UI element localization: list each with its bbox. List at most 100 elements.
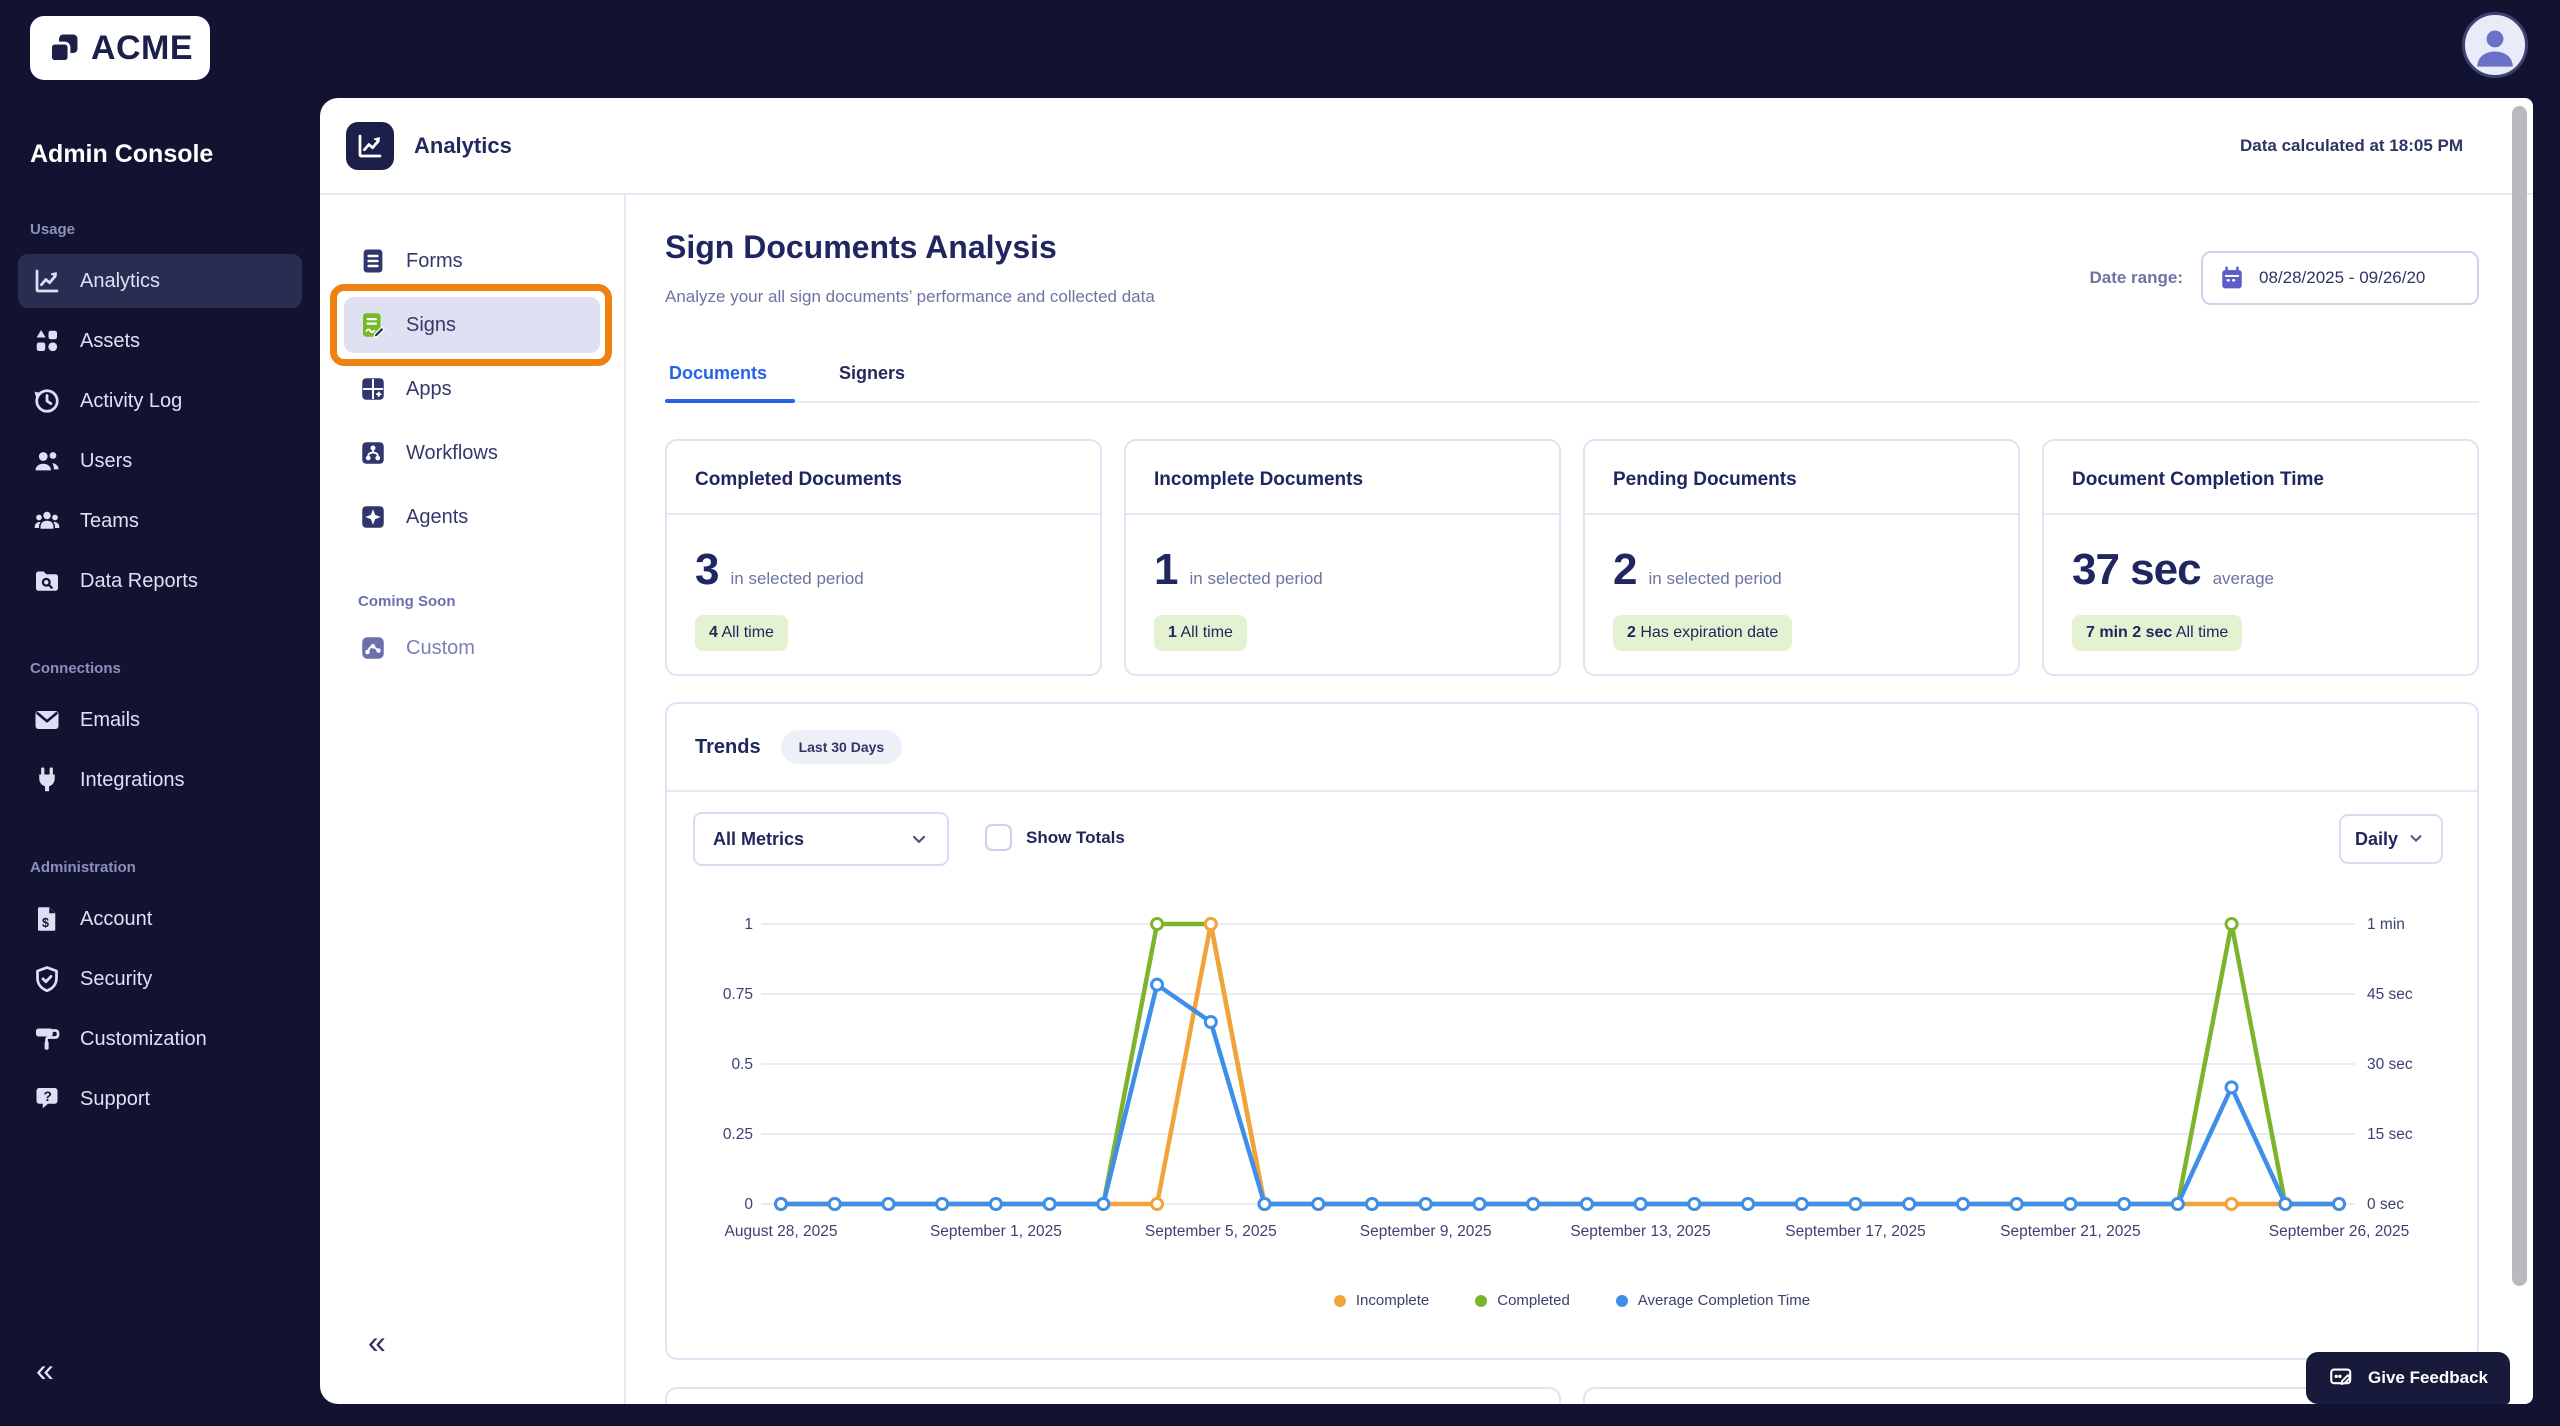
metric-select[interactable]: All Metrics bbox=[693, 812, 949, 866]
shapes-icon bbox=[32, 326, 62, 356]
svg-text:September 17, 2025: September 17, 2025 bbox=[1785, 1223, 1925, 1240]
user-avatar[interactable] bbox=[2462, 12, 2528, 78]
show-totals-checkbox[interactable] bbox=[985, 824, 1012, 851]
date-range-value: 08/28/2025 - 09/26/20 bbox=[2259, 268, 2425, 288]
subnav-item-label: Custom bbox=[406, 637, 475, 660]
tab-signers[interactable]: Signers bbox=[811, 345, 933, 401]
coming-soon-label: Coming Soon bbox=[358, 593, 624, 610]
metric-select-value: All Metrics bbox=[713, 829, 804, 850]
sidebar-item-account[interactable]: $ Account bbox=[18, 892, 302, 946]
subnav-collapse-button[interactable]: « bbox=[368, 1326, 386, 1358]
users-icon bbox=[32, 446, 62, 476]
stat-card-incomplete-documents: Incomplete Documents 1in selected period… bbox=[1124, 439, 1561, 676]
tab-bar: Documents Signers bbox=[665, 345, 2479, 403]
sidebar-item-activity-log[interactable]: Activity Log bbox=[18, 374, 302, 428]
envelope-icon bbox=[32, 705, 62, 735]
chart-legend: Incomplete Completed Average Completion Ti… bbox=[667, 1292, 2477, 1309]
date-range-picker[interactable]: 08/28/2025 - 09/26/20 bbox=[2201, 251, 2479, 305]
page-title: Sign Documents Analysis bbox=[665, 229, 1057, 266]
subnav-item-workflows[interactable]: Workflows bbox=[344, 425, 600, 481]
window-header: Analytics Data calculated at 18:05 PM bbox=[320, 98, 2533, 195]
stat-card-title: Document Completion Time bbox=[2044, 441, 2477, 513]
forms-icon bbox=[358, 246, 388, 276]
section-label-administration: Administration bbox=[30, 859, 290, 876]
legend-dot bbox=[1616, 1295, 1628, 1307]
subnav-item-label: Apps bbox=[406, 378, 452, 401]
sidebar-item-label: Integrations bbox=[80, 769, 185, 792]
stat-badge-text: Has expiration date bbox=[1640, 624, 1778, 641]
sidebar-item-customization[interactable]: Customization bbox=[18, 1012, 302, 1066]
svg-text:15 sec: 15 sec bbox=[2367, 1126, 2413, 1143]
svg-text:45 sec: 45 sec bbox=[2367, 986, 2413, 1003]
interval-select[interactable]: Daily bbox=[2339, 814, 2443, 864]
analytics-app-icon bbox=[346, 122, 394, 170]
sidebar-item-assets[interactable]: Assets bbox=[18, 314, 302, 368]
sidebar-item-label: Analytics bbox=[80, 270, 160, 293]
chat-question-icon: ? bbox=[32, 1084, 62, 1114]
logo-text: ACME bbox=[91, 29, 193, 68]
svg-text:September 26, 2025: September 26, 2025 bbox=[2269, 1223, 2409, 1240]
show-totals-label: Show Totals bbox=[1026, 828, 1125, 848]
subnav-item-signs[interactable]: Signs bbox=[344, 297, 600, 353]
vertical-scrollbar[interactable] bbox=[2512, 106, 2527, 1286]
content-area: Sign Documents Analysis Analyze your all… bbox=[626, 195, 2533, 1404]
sidebar-item-security[interactable]: Security bbox=[18, 952, 302, 1006]
svg-text:September 9, 2025: September 9, 2025 bbox=[1360, 1223, 1492, 1240]
svg-text:0.5: 0.5 bbox=[731, 1056, 753, 1073]
chevron-down-icon bbox=[909, 829, 929, 849]
apps-icon bbox=[358, 374, 388, 404]
sidebar-item-teams[interactable]: Teams bbox=[18, 494, 302, 548]
svg-text:September 1, 2025: September 1, 2025 bbox=[930, 1223, 1062, 1240]
svg-text:September 21, 2025: September 21, 2025 bbox=[2000, 1223, 2140, 1240]
tab-documents[interactable]: Documents bbox=[665, 345, 795, 401]
feedback-icon bbox=[2328, 1365, 2354, 1391]
svg-text:August 28, 2025: August 28, 2025 bbox=[725, 1223, 838, 1240]
sidebar-item-emails[interactable]: Emails bbox=[18, 693, 302, 747]
acme-logo[interactable]: ACME bbox=[30, 16, 210, 80]
line-chart-icon bbox=[32, 266, 62, 296]
folder-search-icon bbox=[32, 566, 62, 596]
workflows-icon bbox=[358, 438, 388, 468]
sidebar-item-integrations[interactable]: Integrations bbox=[18, 753, 302, 807]
stat-badge-value: 7 min 2 sec bbox=[2086, 624, 2172, 641]
stat-suffix: in selected period bbox=[1648, 569, 1781, 589]
stat-badge-text: All time bbox=[721, 624, 773, 641]
subnav-item-agents[interactable]: Agents bbox=[344, 489, 600, 545]
legend-item: Incomplete bbox=[1334, 1292, 1429, 1309]
svg-text:0.75: 0.75 bbox=[723, 986, 753, 1003]
subnav-item-forms[interactable]: Forms bbox=[344, 233, 600, 289]
legend-dot bbox=[1334, 1295, 1346, 1307]
svg-text:1 min: 1 min bbox=[2367, 916, 2405, 933]
agents-icon bbox=[358, 502, 388, 532]
svg-text:0 sec: 0 sec bbox=[2367, 1196, 2404, 1213]
stat-badge: 2 Has expiration date bbox=[1613, 615, 1792, 651]
stat-suffix: in selected period bbox=[730, 569, 863, 589]
svg-text:1: 1 bbox=[744, 916, 753, 933]
stat-card-document-completion-time: Document Completion Time 37 secaverage 7… bbox=[2042, 439, 2479, 676]
svg-text:0: 0 bbox=[744, 1196, 753, 1213]
sidebar-item-label: Account bbox=[80, 908, 152, 931]
data-calculated-status: Data calculated at 18:05 PM bbox=[2240, 136, 2463, 156]
stat-badge: 4 All time bbox=[695, 615, 788, 651]
subnav-item-custom[interactable]: Custom bbox=[344, 620, 600, 676]
interval-select-value: Daily bbox=[2355, 829, 2398, 850]
sidebar-item-data-reports[interactable]: Data Reports bbox=[18, 554, 302, 608]
bottom-cards-row bbox=[665, 1387, 2479, 1404]
sidebar-item-users[interactable]: Users bbox=[18, 434, 302, 488]
sidebar-item-support[interactable]: ? Support bbox=[18, 1072, 302, 1126]
stat-value: 2 bbox=[1613, 545, 1636, 595]
svg-text:?: ? bbox=[44, 1089, 52, 1104]
legend-label: Average Completion Time bbox=[1638, 1292, 1810, 1309]
sidebar-item-label: Teams bbox=[80, 510, 139, 533]
stat-badge-text: All time bbox=[1180, 624, 1232, 641]
legend-label: Completed bbox=[1497, 1292, 1570, 1309]
svg-text:0.25: 0.25 bbox=[723, 1126, 753, 1143]
give-feedback-button[interactable]: Give Feedback bbox=[2306, 1352, 2510, 1404]
stat-card-title: Pending Documents bbox=[1585, 441, 2018, 513]
stat-value: 1 bbox=[1154, 545, 1177, 595]
trends-panel: Trends Last 30 Days All Metrics Show Tot… bbox=[665, 702, 2479, 1360]
subnav-item-apps[interactable]: Apps bbox=[344, 361, 600, 417]
stat-suffix: in selected period bbox=[1189, 569, 1322, 589]
sidebar-collapse-button[interactable]: « bbox=[36, 1354, 54, 1386]
sidebar-item-analytics[interactable]: Analytics bbox=[18, 254, 302, 308]
